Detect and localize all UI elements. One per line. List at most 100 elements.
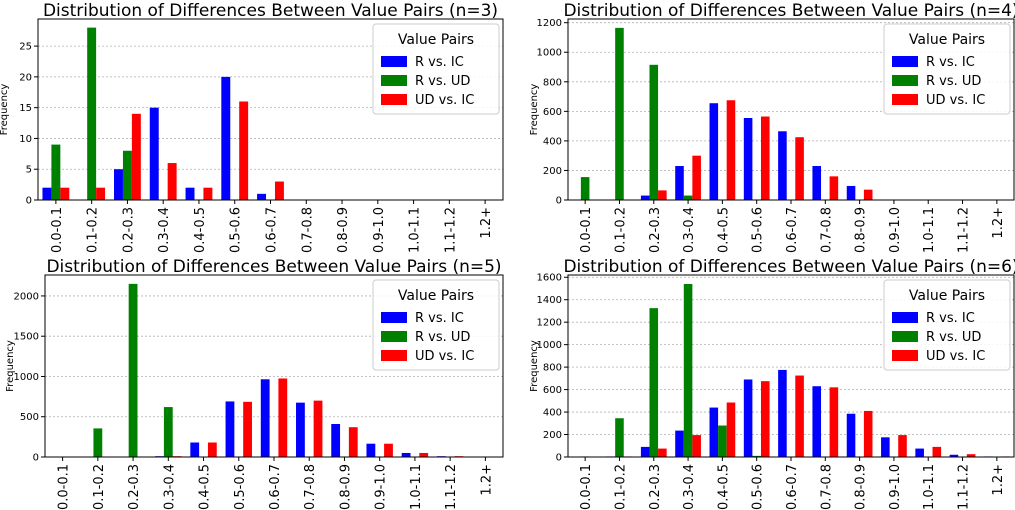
x-tick-label: 0.8-0.9 <box>854 464 869 510</box>
x-tick-label: 0.4-0.5 <box>193 207 208 253</box>
x-tick-label: 0.6-0.7 <box>785 207 800 253</box>
x-tick-label: 0.1-0.2 <box>92 464 107 510</box>
bar-r-vs-ic-0.0-0.1 <box>42 187 52 200</box>
x-tick-label: 0.0-0.1 <box>579 464 594 510</box>
y-tick-label: 0 <box>33 453 39 464</box>
legend: Value Pairs R vs. IC R vs. UD UD vs. IC <box>883 23 1011 115</box>
legend-swatch <box>892 75 918 86</box>
chart-title: Distribution of Differences Between Valu… <box>563 257 1015 277</box>
chart-title: Distribution of Differences Between Valu… <box>563 1 1015 21</box>
x-tick-label: 0.3-0.4 <box>162 464 177 510</box>
y-tick-label: 1400 <box>537 295 562 306</box>
bar-r-vs-ud-0.1-0.2 <box>93 428 103 457</box>
bar-ud-vs-ic-0.4-0.5 <box>207 442 217 457</box>
legend-box <box>883 279 1011 371</box>
legend-label: R vs. IC <box>926 311 975 326</box>
legend-label: R vs. IC <box>926 55 975 70</box>
bar-ud-vs-ic-0.7-0.8 <box>313 400 323 457</box>
legend: Value Pairs R vs. IC R vs. UD UD vs. IC <box>372 279 500 371</box>
x-tick-label: 0.2-0.3 <box>648 207 663 253</box>
legend-label: R vs. IC <box>415 311 464 326</box>
bar-r-vs-ic-1.0-1.1 <box>915 448 924 457</box>
legend-title: Value Pairs <box>909 288 985 304</box>
legend-swatch <box>892 312 918 323</box>
y-tick-label: 15 <box>19 103 32 114</box>
bar-r-vs-ic-0.5-0.6 <box>225 401 235 457</box>
bar-ud-vs-ic-0.6-0.7 <box>278 378 288 457</box>
y-tick-label: 10 <box>19 134 32 145</box>
x-tick-label: 0.9-1.0 <box>888 464 903 510</box>
x-tick-label: 0.7-0.8 <box>819 464 834 510</box>
bar-r-vs-ic-0.8-0.9 <box>846 413 856 457</box>
y-tick-label: 0 <box>556 196 562 207</box>
bar-r-vs-ic-0.4-0.5 <box>185 187 195 200</box>
x-tick-label: 0.3-0.4 <box>682 464 697 510</box>
bar-r-vs-ud-0.2-0.3 <box>128 283 138 457</box>
x-tick-label: 0.2-0.3 <box>127 464 142 510</box>
bar-ud-vs-ic-0.6-0.7 <box>795 375 804 457</box>
x-tick-label: 0.6-0.7 <box>268 464 283 510</box>
legend-label: R vs. UD <box>415 74 470 89</box>
bar-ud-vs-ic-1.0-1.1 <box>419 452 429 457</box>
bar-ud-vs-ic-0.7-0.8 <box>829 387 839 457</box>
chart-panel-3: 0 500 1000 1500 2000 0.0-0.1 0.1-0.2 0.2-0.3 0.3… <box>5 257 504 510</box>
bar-r-vs-ud-0.0-0.1 <box>51 144 61 200</box>
legend-box <box>372 279 500 371</box>
x-tick-label: 1.0-1.1 <box>922 464 937 510</box>
x-tick-label: 0.6-0.7 <box>265 207 280 253</box>
x-tick-label: 0.1-0.2 <box>86 207 101 253</box>
x-tick-label: 0.0-0.1 <box>579 207 594 253</box>
bar-ud-vs-ic-1.0-1.1 <box>932 446 942 457</box>
y-tick-label: 200 <box>543 430 562 441</box>
legend-title: Value Pairs <box>909 32 985 48</box>
bar-ud-vs-ic-0.5-0.6 <box>760 381 770 457</box>
x-tick-label: 0.2-0.3 <box>121 207 136 253</box>
legend-box <box>372 23 500 115</box>
bar-r-vs-ud-0.5-0.6 <box>752 455 761 457</box>
legend-label: R vs. UD <box>926 330 981 345</box>
x-tick-label: 0.6-0.7 <box>785 464 800 510</box>
bar-r-vs-ic-0.3-0.4 <box>675 430 684 457</box>
legend-label: R vs. IC <box>415 55 464 70</box>
legend-label: UD vs. IC <box>926 349 985 364</box>
x-tick-label: 0.0-0.1 <box>57 464 72 510</box>
bar-ud-vs-ic-0.3-0.4 <box>692 155 701 200</box>
y-tick-label: 400 <box>543 136 562 147</box>
bar-r-vs-ud-0.2-0.3 <box>649 308 659 457</box>
x-tick-label: 1.0-1.1 <box>408 207 423 253</box>
bar-r-vs-ic-0.7-0.8 <box>812 166 822 200</box>
bar-r-vs-ic-0.7-0.8 <box>812 386 822 457</box>
x-tick-label: 1.1-1.2 <box>444 464 459 510</box>
legend-title: Value Pairs <box>398 288 474 304</box>
legend-swatch <box>892 350 918 361</box>
x-tick-label: 0.4-0.5 <box>716 464 731 510</box>
bar-r-vs-ic-0.6-0.7 <box>778 131 787 200</box>
x-tick-label: 0.7-0.8 <box>303 464 318 510</box>
x-tick-label: 0.5-0.6 <box>229 207 244 253</box>
bar-ud-vs-ic-0.4-0.5 <box>726 100 736 200</box>
bar-r-vs-ud-0.3-0.4 <box>683 283 693 457</box>
bar-r-vs-ic-0.2-0.3 <box>114 169 123 200</box>
y-tick-label: 600 <box>543 107 562 118</box>
y-tick-label: 800 <box>543 363 562 374</box>
y-tick-label: 500 <box>20 412 39 423</box>
y-tick-label: 1600 <box>537 273 562 284</box>
bar-ud-vs-ic-0.6-0.7 <box>795 137 804 200</box>
bar-r-vs-ic-0.6-0.7 <box>778 369 787 457</box>
y-tick-label: 0 <box>556 453 562 464</box>
bar-r-vs-ic-0.9-1.0 <box>881 437 890 457</box>
y-tick-label: 2000 <box>14 291 39 302</box>
bar-r-vs-ic-0.5-0.6 <box>743 379 753 457</box>
bar-r-vs-ud-0.2-0.3 <box>122 150 132 200</box>
x-tick-label: 0.5-0.6 <box>751 207 766 253</box>
bar-r-vs-ud-0.1-0.2 <box>615 27 624 200</box>
bar-r-vs-ic-0.7-0.8 <box>296 402 305 457</box>
chart-panel-4: 0 200 400 600 800 1000 1200 1400 1600 0.0-0.1 0.1-… <box>529 257 1015 510</box>
bar-r-vs-ic-0.5-0.6 <box>221 76 231 200</box>
bar-ud-vs-ic-1.1-1.2 <box>966 454 976 457</box>
bar-ud-vs-ic-0.5-0.6 <box>760 116 770 200</box>
x-tick-label: 0.4-0.5 <box>716 207 731 253</box>
y-tick-label: 1200 <box>537 318 562 329</box>
x-tick-label: 0.8-0.9 <box>854 207 869 253</box>
